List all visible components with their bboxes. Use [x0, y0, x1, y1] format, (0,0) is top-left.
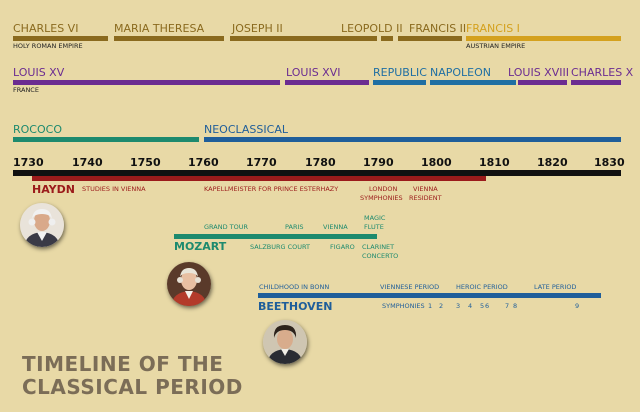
symphony-number: 1	[428, 302, 433, 310]
ruler-label: NAPOLEON	[430, 66, 492, 79]
austria-label: AUSTRIAN EMPIRE	[466, 42, 526, 50]
year-tick: 1820	[537, 156, 568, 169]
year-tick: 1750	[130, 156, 161, 169]
year-tick: 1740	[72, 156, 103, 169]
france-bar	[373, 80, 426, 85]
mozart-event: CONCERTO	[362, 252, 399, 260]
ruler-label: JOSEPH II	[232, 22, 283, 35]
page-title-line2: CLASSICAL PERIOD	[22, 375, 243, 399]
austria-bar	[466, 36, 621, 41]
beethoven-event: VIENNESE PERIOD	[380, 283, 440, 291]
ruler-label: FRANCIS II	[409, 22, 467, 35]
symphony-number: 3	[456, 302, 461, 310]
year-tick: 1790	[363, 156, 394, 169]
mozart-event: MAGIC	[364, 214, 386, 222]
ruler-label: LEOPOLD II	[341, 22, 403, 35]
mozart-event: FLUTE	[364, 223, 384, 231]
style-label: NEOCLASSICAL	[204, 123, 288, 136]
mozart-bar	[174, 234, 377, 239]
symphony-number: 5	[480, 302, 485, 310]
neoclassical-bar	[204, 137, 621, 142]
year-tick: 1830	[594, 156, 625, 169]
page-title-line1: TIMELINE OF THE	[22, 352, 224, 376]
year-tick: 1730	[13, 156, 44, 169]
hre-bar	[230, 36, 377, 41]
france-bar	[518, 80, 567, 85]
symphonies-label: SYMPHONIES	[382, 302, 425, 310]
symphony-number: 2	[439, 302, 444, 310]
beethoven-event: CHILDHOOD IN BONN	[259, 283, 330, 291]
symphony-number: 9	[575, 302, 580, 310]
beethoven-name: BEETHOVEN	[258, 300, 333, 313]
ruler-label: MARIA THERESA	[114, 22, 205, 35]
hre-bar	[398, 36, 462, 41]
hre-bar	[114, 36, 224, 41]
symphony-number: 4	[468, 302, 473, 310]
mozart-event: GRAND TOUR	[204, 223, 249, 231]
hre-bar	[13, 36, 108, 41]
year-tick: 1770	[246, 156, 277, 169]
year-tick: 1760	[188, 156, 219, 169]
haydn-event: KAPELLMEISTER FOR PRINCE ESTERHAZY	[204, 185, 339, 193]
france-bar	[571, 80, 621, 85]
haydn-event: VIENNA	[413, 185, 438, 193]
mozart-name: MOZART	[174, 240, 227, 253]
ruler-label: CHARLES X	[571, 66, 634, 79]
beethoven-event: HEROIC PERIOD	[456, 283, 508, 291]
france-label: FRANCE	[13, 86, 39, 94]
style-label: ROCOCO	[13, 123, 62, 136]
mozart-portrait	[167, 262, 211, 306]
france-bar	[430, 80, 516, 85]
ruler-label: REPUBLIC	[373, 66, 427, 79]
year-tick: 1810	[479, 156, 510, 169]
symphony-number: 6	[485, 302, 490, 310]
mozart-event: SALZBURG COURT	[250, 243, 311, 251]
haydn-event: LONDON	[369, 185, 398, 193]
ruler-label: CHARLES VI	[13, 22, 79, 35]
hre-label: HOLY ROMAN EMPIRE	[13, 42, 83, 50]
haydn-event: SYMPHONIES	[360, 194, 403, 202]
year-tick: 1780	[305, 156, 336, 169]
ruler-label: LOUIS XVIII	[508, 66, 569, 79]
year-tick: 1800	[421, 156, 452, 169]
france-bar	[13, 80, 280, 85]
hre-bar	[381, 36, 393, 41]
mozart-event: VIENNA	[323, 223, 348, 231]
beethoven-event: LATE PERIOD	[534, 283, 577, 291]
axis-bar	[13, 170, 621, 176]
haydn-name: HAYDN	[32, 183, 75, 196]
mozart-event: FIGARO	[330, 243, 355, 251]
beethoven-portrait	[263, 320, 307, 364]
haydn-portrait	[20, 203, 64, 247]
symphony-number: 7	[505, 302, 510, 310]
mozart-event: PARIS	[285, 223, 304, 231]
rococo-bar	[13, 137, 199, 142]
haydn-event: RESIDENT	[409, 194, 442, 202]
haydn-bar	[32, 176, 486, 181]
ruler-label: LOUIS XV	[13, 66, 65, 79]
beethoven-bar	[258, 293, 601, 298]
ruler-label: FRANCIS I	[466, 22, 520, 35]
symphony-number: 8	[513, 302, 518, 310]
france-bar	[285, 80, 369, 85]
mozart-event: CLARINET	[362, 243, 395, 251]
ruler-label: LOUIS XVI	[286, 66, 341, 79]
haydn-event: STUDIES IN VIENNA	[82, 185, 146, 193]
